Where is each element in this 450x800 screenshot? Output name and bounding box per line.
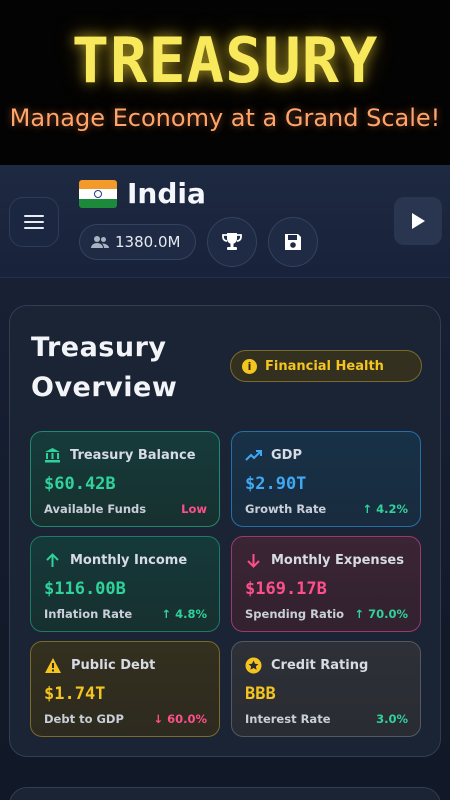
financial-health-button[interactable]: i Financial Health — [230, 350, 422, 382]
card-label: Treasury Balance — [70, 447, 196, 463]
card-sub-label: Spending Ratio — [245, 607, 345, 621]
card-value: $2.90T — [245, 474, 307, 494]
menu-icon — [24, 215, 44, 229]
card-credit-rating[interactable]: Credit Rating BBB Interest Rate 3.0% — [231, 641, 421, 737]
card-monthly-income[interactable]: Monthly Income $116.00B Inflation Rate ↑… — [30, 536, 220, 632]
top-bar: India 1380.0M — [0, 165, 450, 278]
card-value: $116.00B — [44, 579, 126, 599]
card-trend: ↑ 4.8% — [161, 607, 207, 621]
population-value: 1380.0M — [115, 233, 181, 251]
card-value: $169.17B — [245, 579, 327, 599]
card-label: Public Debt — [71, 657, 156, 673]
card-sub-label: Interest Rate — [245, 712, 331, 726]
card-value: BBB — [245, 684, 276, 704]
people-icon — [91, 236, 109, 248]
financial-health-label: Financial Health — [265, 358, 384, 374]
card-trend: 3.0% — [376, 712, 408, 726]
card-label: GDP — [271, 447, 302, 463]
card-value: $1.74T — [44, 684, 106, 704]
play-button[interactable] — [394, 197, 442, 245]
trending-up-icon — [245, 449, 262, 461]
card-sub-label: Debt to GDP — [44, 712, 124, 726]
population-badge[interactable]: 1380.0M — [79, 224, 196, 260]
trophy-button[interactable] — [207, 217, 257, 267]
card-sub-label: Available Funds — [44, 502, 147, 516]
card-trend: ↑ 4.2% — [362, 502, 408, 516]
card-monthly-expenses[interactable]: Monthly Expenses $169.17B Spending Ratio… — [231, 536, 421, 632]
save-icon — [285, 234, 301, 250]
card-label: Monthly Expenses — [271, 552, 404, 568]
trophy-icon — [222, 233, 242, 250]
card-public-debt[interactable]: Public Debt $1.74T Debt to GDP ↓ 60.0% — [30, 641, 220, 737]
card-label: Credit Rating — [271, 657, 369, 673]
card-trend: ↓ 60.0% — [153, 712, 207, 726]
card-sub-label: Growth Rate — [245, 502, 327, 516]
panel-title: Treasury Overview — [31, 332, 178, 403]
banner-title: TREASURY — [71, 24, 379, 97]
banner-subtitle: Manage Economy at a Grand Scale! — [9, 104, 441, 132]
arrow-down-icon — [247, 553, 260, 568]
india-flag — [79, 180, 117, 208]
menu-button[interactable] — [9, 197, 59, 247]
promo-banner: TREASURY Manage Economy at a Grand Scale… — [0, 0, 450, 165]
treasury-overview-panel: Treasury Overview i Financial Health Tre… — [9, 305, 441, 757]
card-treasury-balance[interactable]: Treasury Balance $60.42B Available Funds… — [30, 431, 220, 527]
card-sub-label: Inflation Rate — [44, 607, 133, 621]
save-button[interactable] — [268, 217, 318, 267]
app-screen: India 1380.0M — [0, 165, 450, 800]
arrow-up-icon — [46, 552, 59, 567]
card-gdp[interactable]: GDP $2.90T Growth Rate ↑ 4.2% — [231, 431, 421, 527]
bank-icon — [45, 447, 60, 462]
country-name: India — [127, 177, 206, 210]
info-icon: i — [242, 358, 257, 374]
star-badge-icon — [245, 657, 262, 673]
card-label: Monthly Income — [70, 552, 188, 568]
card-trend: ↑ 70.0% — [354, 607, 408, 621]
play-icon — [412, 213, 425, 229]
card-trend: Low — [181, 502, 207, 516]
next-panel — [9, 787, 441, 800]
warning-icon — [45, 657, 61, 673]
card-value: $60.42B — [44, 474, 116, 494]
